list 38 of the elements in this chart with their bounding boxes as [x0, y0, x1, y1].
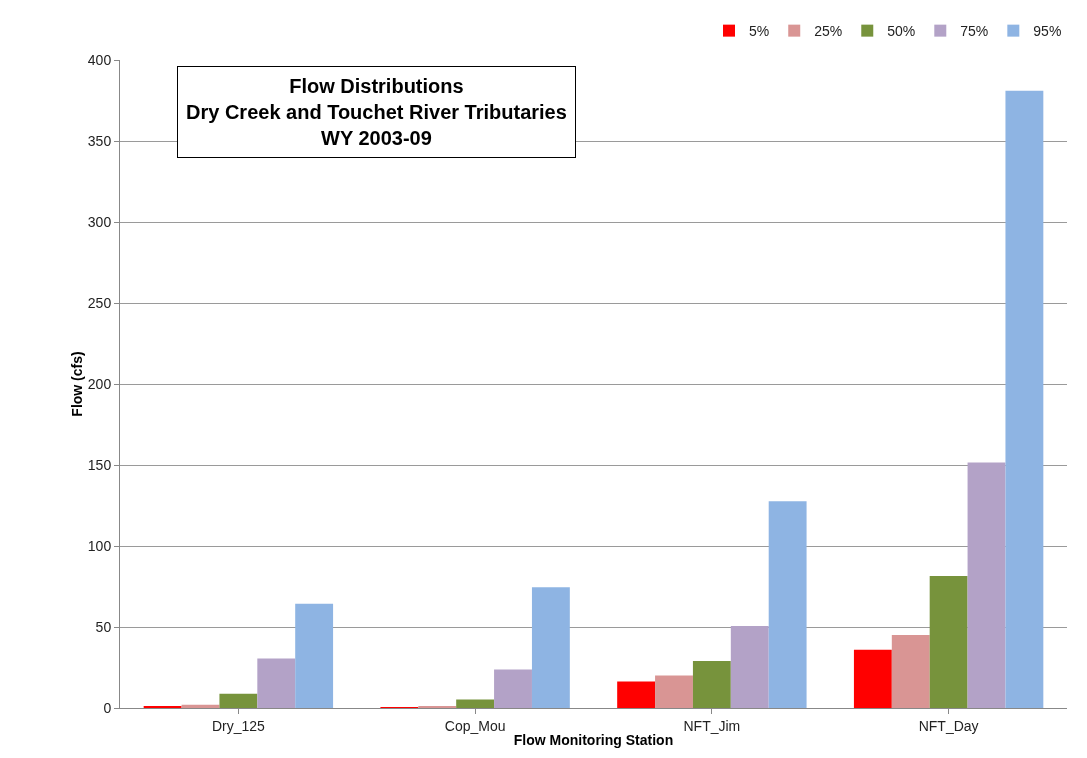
y-tick-label: 350 — [87, 132, 112, 149]
y-tick-label: 50 — [95, 618, 112, 635]
text: Flow Distributions Dry Creek and Touchet River Tributaries WY 2003-09 — [186, 75, 567, 149]
y-tick-label: 300 — [87, 213, 112, 230]
bar — [891, 635, 930, 708]
legend-label: 25% — [814, 23, 843, 40]
x-tick-label: Dry_125 — [211, 717, 266, 734]
bar — [295, 603, 334, 708]
bar — [181, 704, 220, 708]
legend-label: 75% — [960, 23, 989, 40]
bar — [853, 649, 892, 708]
legend-label: 5% — [749, 23, 770, 40]
y-tick-label: 200 — [87, 375, 112, 392]
bar — [730, 626, 769, 708]
bar — [768, 501, 807, 708]
bar — [531, 587, 570, 708]
bar — [929, 575, 968, 708]
x-tick-label: Cop_Mou — [444, 717, 506, 734]
bar — [219, 693, 258, 708]
legend-label: 95% — [1033, 23, 1062, 40]
bar — [1005, 90, 1044, 708]
bar — [257, 658, 296, 708]
bar — [692, 661, 731, 708]
legend-label: 50% — [887, 23, 916, 40]
y-tick-label: 150 — [87, 456, 112, 473]
y-tick-label: 250 — [87, 294, 112, 311]
bar — [617, 681, 656, 708]
y-tick-label: 0 — [103, 699, 112, 716]
bar — [967, 462, 1006, 708]
bar — [494, 669, 532, 708]
y-axis-title: Flow (cfs) — [69, 351, 85, 417]
x-axis-title: Flow Monitoring Station — [513, 732, 674, 749]
bar — [456, 699, 495, 708]
y-tick-label: 100 — [87, 537, 112, 554]
x-tick-label: NFT_Day — [918, 717, 979, 734]
x-tick-label: NFT_Jim — [683, 717, 741, 734]
y-tick-label: 400 — [87, 51, 112, 68]
bar — [655, 675, 693, 708]
